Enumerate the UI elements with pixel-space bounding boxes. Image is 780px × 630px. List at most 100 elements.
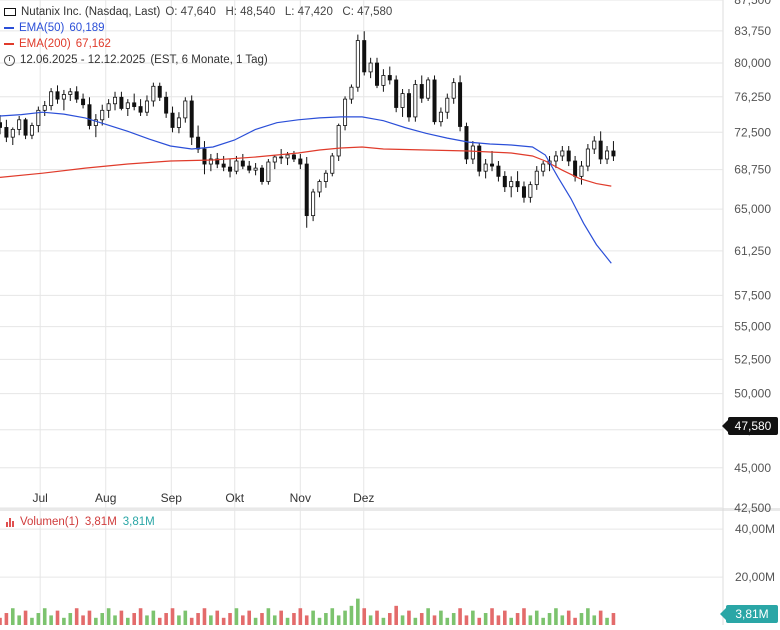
candle-body: [445, 97, 450, 113]
candle-body: [183, 100, 188, 119]
date-range: 12.06.2025 - 12.12.2025: [20, 54, 146, 66]
candle-body: [566, 150, 571, 162]
volume-bar: [241, 615, 245, 625]
volume-bar: [541, 617, 545, 625]
candle-body: [579, 165, 584, 177]
x-tick-label: Aug: [95, 491, 116, 505]
candle-body: [330, 155, 335, 174]
candle-body: [553, 155, 558, 162]
volume-bar: [458, 608, 462, 625]
candle-body: [215, 158, 220, 165]
candle-body: [349, 86, 354, 100]
volume-bar: [36, 613, 41, 625]
candle-body: [406, 93, 411, 118]
volume-bar: [483, 613, 488, 625]
volume-bar: [554, 608, 558, 625]
volume-bar: [400, 615, 405, 625]
volume-bar: [579, 613, 584, 625]
y-tick-label: 45,000: [734, 461, 771, 475]
volume-bar: [375, 610, 379, 625]
candle-body: [285, 154, 290, 159]
volume-bar: [509, 617, 513, 625]
volume-bar: [126, 617, 130, 625]
volume-bar: [209, 615, 213, 625]
volume-label: Volumen(1): [20, 516, 79, 528]
y-tick-label: 68,750: [734, 163, 771, 177]
volume-bar: [534, 610, 539, 625]
candle-body: [36, 109, 41, 126]
candle-body: [458, 82, 463, 127]
candle-body: [170, 112, 175, 128]
volume-bar: [177, 615, 181, 625]
candle-body: [61, 94, 66, 100]
volume-bar: [439, 610, 443, 625]
volume-bar: [247, 610, 252, 625]
candle-body: [100, 109, 105, 121]
x-tick-label: Dez: [353, 491, 374, 505]
volume-bar: [598, 610, 603, 625]
candle-body: [585, 148, 590, 167]
y-tick-label: 55,000: [734, 320, 771, 334]
volume-bar: [496, 615, 501, 625]
candle-body: [432, 79, 437, 123]
candle-body: [23, 119, 28, 136]
candle-body: [502, 175, 507, 188]
candle-body: [164, 96, 169, 114]
volume-bar: [4, 613, 9, 625]
candle-body: [55, 91, 60, 100]
volume-bar: [183, 610, 188, 625]
volume-bar: [272, 615, 277, 625]
x-tick-label: Sep: [161, 491, 183, 505]
candle-body: [534, 170, 539, 186]
ema200-value: 67,162: [75, 38, 111, 50]
volume-bar: [477, 617, 482, 625]
candle-body: [311, 191, 316, 217]
candle-body: [138, 106, 143, 113]
candle-body: [0, 122, 3, 128]
candle-body: [521, 186, 526, 198]
volume-bar: [573, 617, 577, 625]
candle-body: [4, 127, 9, 138]
date-range-note: (EST, 6 Monate, 1 Tag): [150, 54, 268, 66]
candle-body: [419, 84, 424, 99]
volume-bar: [356, 598, 360, 625]
volume-bar: [151, 610, 156, 625]
clock-icon: [4, 54, 15, 66]
candle-body: [490, 163, 495, 167]
candle-body: [413, 84, 418, 118]
volume-bar: [49, 615, 53, 625]
candle-body: [560, 150, 565, 157]
candle-body: [106, 103, 111, 111]
candlestick-icon: [4, 8, 16, 16]
candle-body: [279, 156, 284, 159]
volume-bar: [336, 615, 341, 625]
last-price-tag: 47,580: [722, 417, 778, 435]
volume-bar: [566, 610, 571, 625]
volume-bar: [490, 608, 494, 625]
volume-bar: [330, 608, 335, 625]
y-tick-label: 80,000: [734, 56, 771, 70]
candle-body: [336, 125, 341, 157]
volume-bar: [145, 615, 149, 625]
volume-bar: [503, 610, 507, 625]
candle-body: [368, 62, 373, 73]
volume-bar: [74, 608, 79, 625]
candle-body: [477, 145, 482, 172]
volume-legend: Volumen(1) 3,81M 3,81M: [6, 516, 155, 528]
volume-bar: [528, 615, 533, 625]
volume-bar: [266, 608, 271, 625]
volume-bar: [515, 613, 520, 625]
volume-bar: [221, 617, 226, 625]
candle-body: [400, 93, 405, 108]
candle-body: [317, 181, 322, 193]
candle-body: [144, 100, 149, 113]
candle-body: [464, 126, 469, 160]
candle-body: [451, 82, 456, 99]
ema200-label: EMA(200): [19, 38, 71, 50]
volume-bar: [362, 608, 367, 625]
volume-bar: [196, 613, 200, 625]
volume-bar: [62, 617, 66, 625]
volume-bar: [164, 613, 168, 625]
volume-bar: [234, 608, 239, 625]
volume-bar: [605, 617, 609, 625]
